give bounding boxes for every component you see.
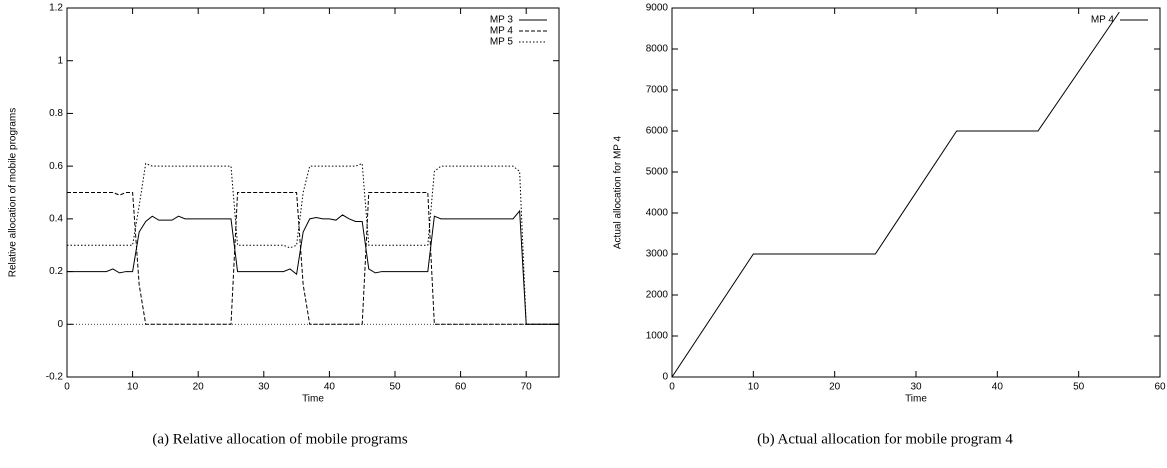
x-tick-label: 10 <box>748 382 760 393</box>
y-tick-label: 9000 <box>646 3 669 14</box>
x-tick-label: 60 <box>455 382 467 393</box>
x-tick-label: 40 <box>992 382 1004 393</box>
y-tick-label: 1.2 <box>49 3 63 14</box>
legend-label: MP 4 <box>490 26 514 37</box>
legend-label: MP 3 <box>490 15 514 26</box>
caption: (b) Actual allocation for mobile program… <box>757 431 1013 447</box>
x-axis-label: Time <box>302 394 324 405</box>
x-tick-label: 40 <box>324 382 336 393</box>
y-tick-label: 8000 <box>646 44 669 55</box>
x-tick-label: 10 <box>127 382 139 393</box>
x-tick-label: 50 <box>1073 382 1085 393</box>
x-tick-label: 50 <box>389 382 401 393</box>
y-tick-label: 4000 <box>646 208 669 219</box>
y-tick-label: 0.4 <box>49 213 63 224</box>
legend-label: MP 4 <box>1091 15 1115 26</box>
plot-frame <box>66 7 560 378</box>
y-tick-label: 0.2 <box>49 266 63 277</box>
x-axis-label: Time <box>905 394 927 405</box>
y-tick-label: 7000 <box>646 85 669 96</box>
x-tick-label: 60 <box>1154 382 1166 393</box>
series-line <box>671 11 1120 378</box>
legend-label: MP 5 <box>490 37 514 48</box>
y-axis-label: Relative allocation of mobile programs <box>8 108 19 278</box>
x-tick-label: 20 <box>193 382 205 393</box>
x-tick-label: 0 <box>64 382 70 393</box>
series-line <box>67 192 559 325</box>
y-tick-label: 2000 <box>646 290 669 301</box>
y-tick-label: 5000 <box>646 167 669 178</box>
y-tick-label: 3000 <box>646 249 669 260</box>
y-tick-label: 0 <box>662 372 668 383</box>
caption: (a) Relative allocation of mobile progra… <box>152 431 407 447</box>
y-tick-label: 6000 <box>646 126 669 137</box>
x-tick-label: 20 <box>829 382 841 393</box>
y-tick-label: 1 <box>57 55 63 66</box>
plot-frame <box>671 7 1161 378</box>
y-tick-label: 1000 <box>646 331 669 342</box>
series-line <box>67 162 559 325</box>
y-axis-label: Actual allocation for MP 4 <box>613 135 624 249</box>
x-tick-label: 30 <box>258 382 270 393</box>
x-tick-label: 70 <box>521 382 533 393</box>
series-line <box>67 209 559 325</box>
y-tick-label: 0.6 <box>49 161 63 172</box>
y-tick-label: 0.8 <box>49 108 63 119</box>
y-tick-label: 0 <box>57 319 63 330</box>
y-tick-label: -0.2 <box>46 372 64 383</box>
x-tick-label: 0 <box>669 382 675 393</box>
x-tick-label: 30 <box>910 382 922 393</box>
